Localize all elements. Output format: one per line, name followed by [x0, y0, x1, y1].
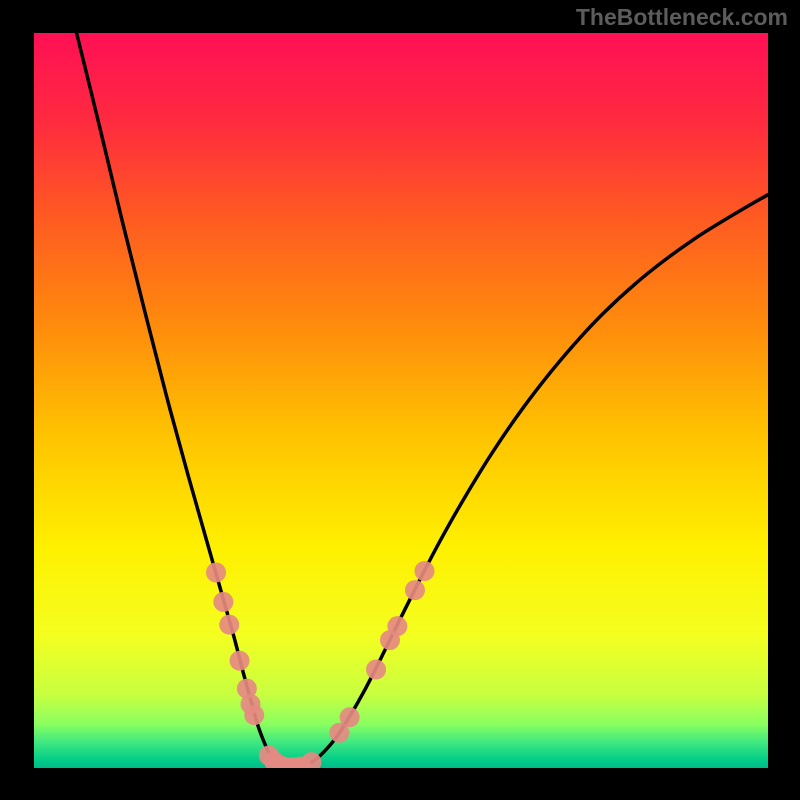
bottleneck-chart	[34, 33, 768, 768]
data-dot	[230, 651, 250, 671]
data-dot	[244, 705, 264, 725]
data-dot	[366, 660, 386, 680]
watermark-text: TheBottleneck.com	[576, 4, 788, 31]
data-dot	[340, 707, 360, 727]
data-dot	[206, 562, 226, 582]
data-dot	[213, 592, 233, 612]
data-dot	[387, 616, 407, 636]
data-dot	[414, 561, 434, 581]
data-dot	[405, 580, 425, 600]
data-dot	[219, 615, 239, 635]
gradient-rect	[34, 33, 768, 768]
